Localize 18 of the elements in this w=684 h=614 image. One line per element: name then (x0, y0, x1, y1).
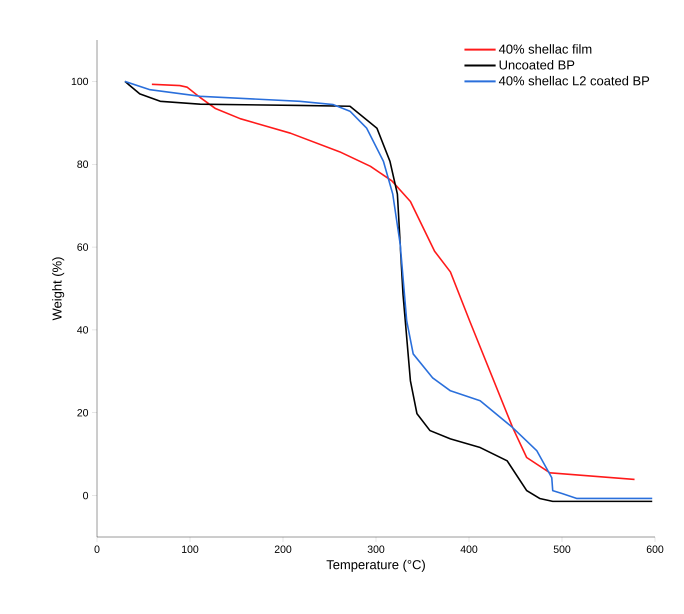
y-tick-label: 80 (77, 160, 88, 168)
y-tick-label: 60 (77, 243, 88, 251)
x-tick-label: 200 (274, 546, 292, 553)
y-axis-title: Weight (%) (52, 257, 64, 320)
x-tick-label: 300 (368, 546, 384, 553)
legend-label: Uncoated BP (500, 60, 574, 70)
x-axis-title: Temperature (°C) (326, 560, 425, 572)
y-tick-label: 40 (77, 326, 88, 334)
legend-label: 40% shellac film (498, 44, 592, 54)
x-tick-label: 500 (554, 546, 570, 553)
y-tick-label: 20 (77, 409, 88, 416)
y-tick-label: 100 (72, 78, 88, 86)
x-tick-label: 100 (182, 546, 198, 553)
x-tick-label: 400 (460, 546, 478, 553)
legend-label: 40% shellac L2 coated BP (498, 76, 650, 86)
x-tick-label: 0 (94, 546, 100, 553)
x-tick-label: 600 (646, 546, 664, 553)
y-tick-label: 0 (83, 492, 88, 500)
